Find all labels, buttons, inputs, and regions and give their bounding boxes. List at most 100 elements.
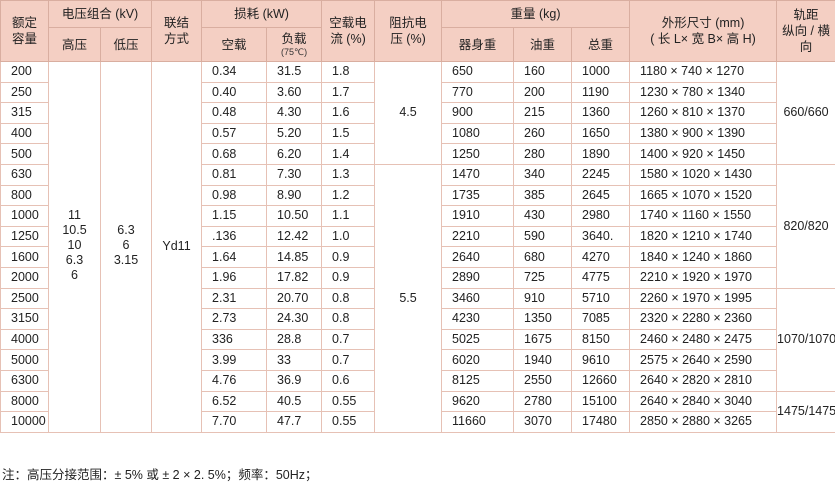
load-loss-cell: 7.30: [266, 163, 323, 186]
table-row: 1600 1.64 14.85 0.9 2640 680 4270 1840 × 1240 ×…: [0, 246, 835, 268]
track-cell: 660/660: [776, 61, 835, 165]
capacity-cell: 250: [0, 81, 49, 104]
oil-weight-cell: 215: [513, 102, 573, 124]
no-load-current-cell: 0.6: [321, 369, 376, 392]
total-weight-cell: 9610: [571, 349, 631, 371]
body-weight-cell: 3460: [441, 287, 515, 310]
total-weight-cell: 1650: [571, 122, 631, 145]
total-weight-cell: 4270: [571, 246, 631, 268]
total-weight-cell: 8150: [571, 328, 631, 351]
body-weight-cell: 770: [441, 81, 515, 104]
oil-weight-cell: 200: [513, 81, 573, 104]
oil-weight-cell: 430: [513, 205, 573, 227]
no-load-current-cell: 1.7: [321, 81, 376, 104]
dimensions-cell: 2575 × 2640 × 2590: [629, 349, 778, 371]
body-weight-cell: 11660: [441, 411, 515, 433]
no-load-loss-cell: 2.31: [201, 287, 268, 310]
no-load-loss-cell: 0.81: [201, 163, 268, 186]
no-load-loss-cell: 0.48: [201, 102, 268, 124]
no-load-current-cell: 0.9: [321, 246, 376, 268]
header-capacity: 额定 容量: [0, 0, 49, 62]
body-weight-cell: 1470: [441, 163, 515, 186]
no-load-current-cell: 0.9: [321, 266, 376, 289]
hv-values: 11 10.5 10 6.3 6: [62, 208, 86, 283]
capacity-cell: 1600: [0, 246, 49, 268]
body-weight-cell: 1735: [441, 184, 515, 207]
body-weight-cell: 8125: [441, 369, 515, 392]
table-row: 500 0.68 6.20 1.4 1250 280 1890 1400 × 920 × 14…: [0, 143, 835, 165]
total-weight-cell: 1890: [571, 143, 631, 165]
capacity-cell: 400: [0, 122, 49, 145]
no-load-current-cell: 0.7: [321, 328, 376, 351]
total-weight-cell: 15100: [571, 390, 631, 413]
no-load-current-cell: 0.55: [321, 411, 376, 433]
no-load-loss-cell: 7.70: [201, 411, 268, 433]
oil-weight-cell: 160: [513, 61, 573, 83]
table-row: 315 0.48 4.30 1.6 900 215 1360 1260 × 810 × 137…: [0, 102, 835, 124]
load-loss-cell: 40.5: [266, 390, 323, 413]
no-load-current-cell: 1.1: [321, 205, 376, 227]
no-load-loss-cell: 0.34: [201, 61, 268, 83]
no-load-loss-cell: .136: [201, 225, 268, 248]
oil-weight-cell: 1675: [513, 328, 573, 351]
lv-values: 6.3 6 3.15: [114, 223, 138, 268]
header-load-temp: (75℃): [280, 47, 308, 57]
oil-weight-cell: 680: [513, 246, 573, 268]
no-load-current-cell: 1.4: [321, 143, 376, 165]
body-weight-cell: 2210: [441, 225, 515, 248]
capacity-cell: 1000: [0, 205, 49, 227]
hv-value: 6: [71, 268, 78, 283]
table-row: 10000 7.70 47.7 0.55 11660 3070 17480 2850 × 28…: [0, 411, 835, 433]
oil-weight-cell: 385: [513, 184, 573, 207]
header-oil-weight: 油重: [513, 27, 573, 62]
table-row: 200 11 10.5 10 6.3 6 6.3 6 3.15 Yd11 0.34 31.5 1.8 4.…: [0, 61, 835, 433]
dimensions-cell: 1260 × 810 × 1370: [629, 102, 778, 124]
dimensions-cell: 2210 × 1920 × 1970: [629, 266, 778, 289]
capacity-cell: 200: [0, 61, 49, 83]
no-load-loss-cell: 1.96: [201, 266, 268, 289]
load-loss-cell: 10.50: [266, 205, 323, 227]
impedance-cell: 4.5: [374, 61, 443, 165]
no-load-loss-cell: 0.57: [201, 122, 268, 145]
total-weight-cell: 1000: [571, 61, 631, 83]
body-weight-cell: 6020: [441, 349, 515, 371]
capacity-cell: 6300: [0, 369, 49, 392]
no-load-loss-cell: 336: [201, 328, 268, 351]
load-loss-cell: 24.30: [266, 308, 323, 330]
header-loss: 损耗 (kW): [201, 0, 323, 28]
track-cell: 1475/1475: [776, 390, 835, 433]
dimensions-cell: 1740 × 1160 × 1550: [629, 205, 778, 227]
dimensions-cell: 2260 × 1970 × 1995: [629, 287, 778, 310]
dimensions-cell: 2640 × 2840 × 3040: [629, 390, 778, 413]
load-loss-cell: 8.90: [266, 184, 323, 207]
header-weight: 重量 (kg): [441, 0, 631, 28]
body-weight-cell: 1910: [441, 205, 515, 227]
no-load-current-cell: 1.3: [321, 163, 376, 186]
table-row: 3150 2.73 24.30 0.8 4230 1350 7085 2320 × 2280 …: [0, 308, 835, 330]
no-load-current-cell: 0.8: [321, 287, 376, 310]
load-loss-cell: 33: [266, 349, 323, 371]
track-cell: 1070/1070: [776, 287, 835, 392]
oil-weight-cell: 2550: [513, 369, 573, 392]
capacity-cell: 315: [0, 102, 49, 124]
no-load-current-cell: 1.0: [321, 225, 376, 248]
header-total-weight: 总重: [571, 27, 631, 62]
no-load-loss-cell: 0.98: [201, 184, 268, 207]
no-load-loss-cell: 2.73: [201, 308, 268, 330]
total-weight-cell: 7085: [571, 308, 631, 330]
load-loss-cell: 36.9: [266, 369, 323, 392]
hv-cell: 11 10.5 10 6.3 6: [48, 61, 101, 433]
transformer-spec-table: 额定 容量 电压组合 (kV) 联结 方式 损耗 (kW) 空载电流 (%) 阻抗电…: [0, 0, 835, 433]
header-load: 负载 (75℃): [266, 27, 323, 62]
body-weight-cell: 900: [441, 102, 515, 124]
load-loss-cell: 6.20: [266, 143, 323, 165]
capacity-cell: 2000: [0, 266, 49, 289]
oil-weight-cell: 280: [513, 143, 573, 165]
capacity-cell: 4000: [0, 328, 49, 351]
load-loss-cell: 14.85: [266, 246, 323, 268]
header-connection: 联结 方式: [151, 0, 203, 62]
oil-weight-cell: 725: [513, 266, 573, 289]
lv-value: 6.3: [117, 223, 135, 238]
body-weight-cell: 2890: [441, 266, 515, 289]
